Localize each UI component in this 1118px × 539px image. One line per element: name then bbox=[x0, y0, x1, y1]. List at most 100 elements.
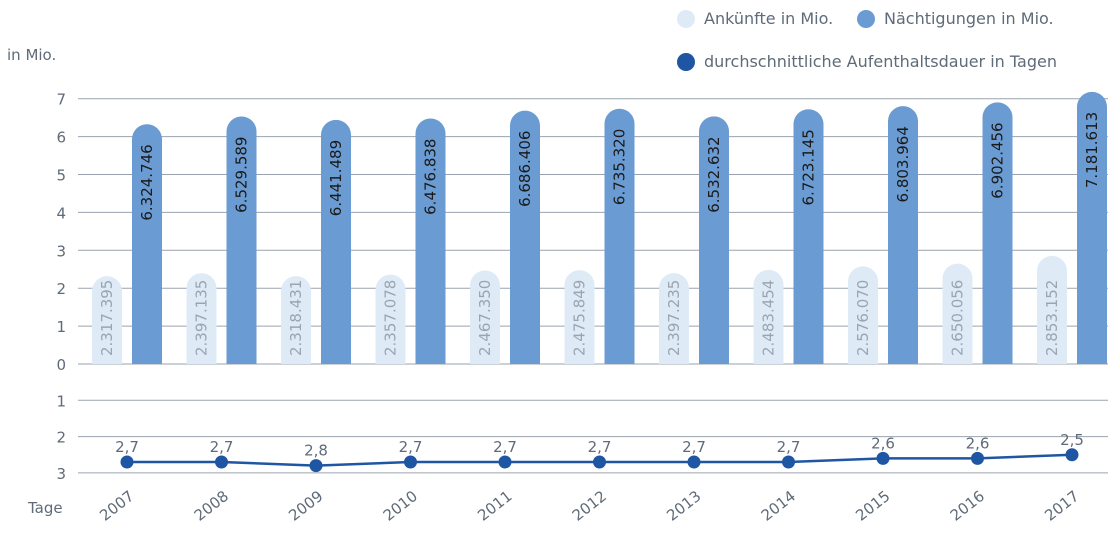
stay-point bbox=[687, 455, 701, 469]
arrivals-data-label: 2.357.078 bbox=[382, 280, 400, 356]
overnight-data-label: 7.181.613 bbox=[1083, 112, 1101, 188]
stay-data-label: 2,6 bbox=[966, 434, 990, 452]
arrivals-bar bbox=[186, 273, 217, 364]
arrivals-data-label: 2.576.070 bbox=[854, 280, 872, 356]
x-tick-label: 2017 bbox=[1041, 487, 1082, 525]
stay-point bbox=[1065, 448, 1079, 462]
overnight-data-label: 6.735.320 bbox=[611, 129, 629, 205]
stay-data-label: 2,7 bbox=[115, 438, 139, 456]
overnight-data-label: 6.532.632 bbox=[705, 136, 723, 212]
arrivals-bar bbox=[281, 276, 311, 364]
y2-tick-label: 2 bbox=[56, 429, 66, 447]
arrivals-bar bbox=[375, 274, 406, 364]
overnight-data-label: 6.476.838 bbox=[422, 139, 440, 215]
legend-arrivals-swatch bbox=[677, 9, 695, 28]
x-tick-label: 2012 bbox=[569, 487, 610, 525]
y-axis-unit-label: in Mio. bbox=[7, 46, 57, 64]
arrivals-data-label: 2.650.056 bbox=[949, 280, 967, 356]
y-tick-label: 0 bbox=[56, 356, 66, 374]
x-tick-label: 2010 bbox=[380, 487, 421, 525]
stay-point bbox=[120, 455, 134, 469]
overnight-bar bbox=[699, 116, 729, 364]
stay-point bbox=[782, 455, 795, 469]
arrivals-bar bbox=[942, 263, 973, 364]
arrivals-data-label: 2.475.849 bbox=[571, 280, 589, 356]
arrivals-data-label: 2.853.152 bbox=[1043, 280, 1061, 356]
x-tick-label: 2014 bbox=[758, 487, 799, 525]
legend-overnight: Nächtigungen in Mio. bbox=[857, 9, 1054, 28]
overnight-data-label: 6.686.406 bbox=[516, 131, 534, 207]
stay-data-label: 2,5 bbox=[1060, 431, 1084, 449]
x-tick-label: 2015 bbox=[852, 487, 893, 525]
overnight-data-label: 6.723.145 bbox=[800, 129, 818, 205]
overnight-data-label: 6.324.746 bbox=[138, 144, 156, 220]
stay-point bbox=[971, 451, 984, 465]
overnight-bar bbox=[604, 108, 635, 364]
x-tick-label: 2009 bbox=[285, 487, 326, 525]
y-tick-label: 3 bbox=[56, 242, 66, 260]
y2-tick-label: 3 bbox=[56, 465, 66, 483]
stay-data-label: 2,7 bbox=[210, 438, 234, 456]
overnight-data-label: 6.902.456 bbox=[989, 122, 1007, 198]
y2-axis-unit-label: Tage bbox=[28, 499, 63, 517]
arrivals-data-label: 2.467.350 bbox=[476, 280, 494, 356]
overnight-data-label: 6.529.589 bbox=[233, 137, 251, 213]
overnight-bar bbox=[510, 110, 540, 364]
stay-data-label: 2,7 bbox=[493, 438, 517, 456]
arrivals-data-label: 2.397.135 bbox=[193, 280, 211, 356]
y-tick-label: 6 bbox=[56, 129, 66, 147]
overnight-bar bbox=[226, 116, 257, 364]
arrivals-data-label: 2.318.431 bbox=[287, 280, 305, 356]
x-tick-label: 2011 bbox=[474, 487, 515, 525]
stay-point bbox=[498, 455, 512, 469]
arrivals-bar bbox=[848, 266, 878, 364]
overnight-data-label: 6.803.964 bbox=[894, 126, 912, 202]
arrivals-bar bbox=[753, 269, 784, 364]
stay-point bbox=[404, 455, 417, 469]
y-tick-label: 2 bbox=[56, 280, 66, 298]
legend-overnight-swatch bbox=[857, 9, 875, 28]
arrivals-bar bbox=[564, 270, 595, 364]
legend-overnight-label: Nächtigungen in Mio. bbox=[884, 9, 1054, 28]
y-tick-label: 7 bbox=[56, 91, 66, 109]
overnight-bar bbox=[1077, 91, 1107, 365]
overnight-bar bbox=[982, 102, 1013, 365]
arrivals-data-label: 2.483.454 bbox=[760, 280, 778, 356]
x-tick-label: 2016 bbox=[947, 487, 988, 525]
stay-data-label: 2,8 bbox=[304, 442, 328, 460]
legend-arrivals-label: Ankünfte in Mio. bbox=[704, 9, 834, 28]
y-tick-label: 5 bbox=[56, 167, 66, 185]
legend-stay-swatch bbox=[677, 52, 695, 71]
y-tick-label: 1 bbox=[56, 318, 66, 336]
overnight-bar bbox=[415, 118, 446, 364]
stay-data-label: 2,6 bbox=[871, 434, 895, 452]
arrivals-bar bbox=[1037, 255, 1067, 364]
overnight-bar bbox=[321, 119, 351, 364]
arrivals-bar bbox=[470, 270, 500, 364]
stay-point bbox=[215, 455, 228, 469]
legend-stay-label: durchschnittliche Aufenthaltsdauer in Ta… bbox=[704, 52, 1057, 71]
y-tick-label: 4 bbox=[56, 204, 66, 222]
arrivals-bar bbox=[659, 273, 689, 364]
legend-stay: durchschnittliche Aufenthaltsdauer in Ta… bbox=[677, 52, 1057, 71]
x-tick-label: 2013 bbox=[663, 487, 704, 525]
overnight-data-label: 6.441.489 bbox=[327, 140, 345, 216]
stay-point bbox=[309, 459, 323, 473]
legend-arrivals: Ankünfte in Mio. bbox=[677, 9, 833, 28]
x-tick-label: 2008 bbox=[191, 487, 232, 525]
stay-point bbox=[876, 451, 890, 465]
y2-tick-label: 1 bbox=[56, 392, 66, 410]
arrivals-data-label: 2.397.235 bbox=[665, 280, 683, 356]
overnight-bar bbox=[888, 106, 918, 364]
stay-point bbox=[593, 455, 606, 469]
stay-data-label: 2,7 bbox=[777, 438, 801, 456]
arrivals-bar bbox=[92, 276, 122, 364]
x-tick-label: 2007 bbox=[96, 487, 137, 525]
stay-data-label: 2,7 bbox=[588, 438, 612, 456]
stay-data-label: 2,7 bbox=[399, 438, 423, 456]
stay-data-label: 2,7 bbox=[682, 438, 706, 456]
overnight-bar bbox=[132, 124, 162, 364]
arrivals-data-label: 2.317.395 bbox=[98, 280, 116, 356]
overnight-bar bbox=[793, 109, 824, 365]
